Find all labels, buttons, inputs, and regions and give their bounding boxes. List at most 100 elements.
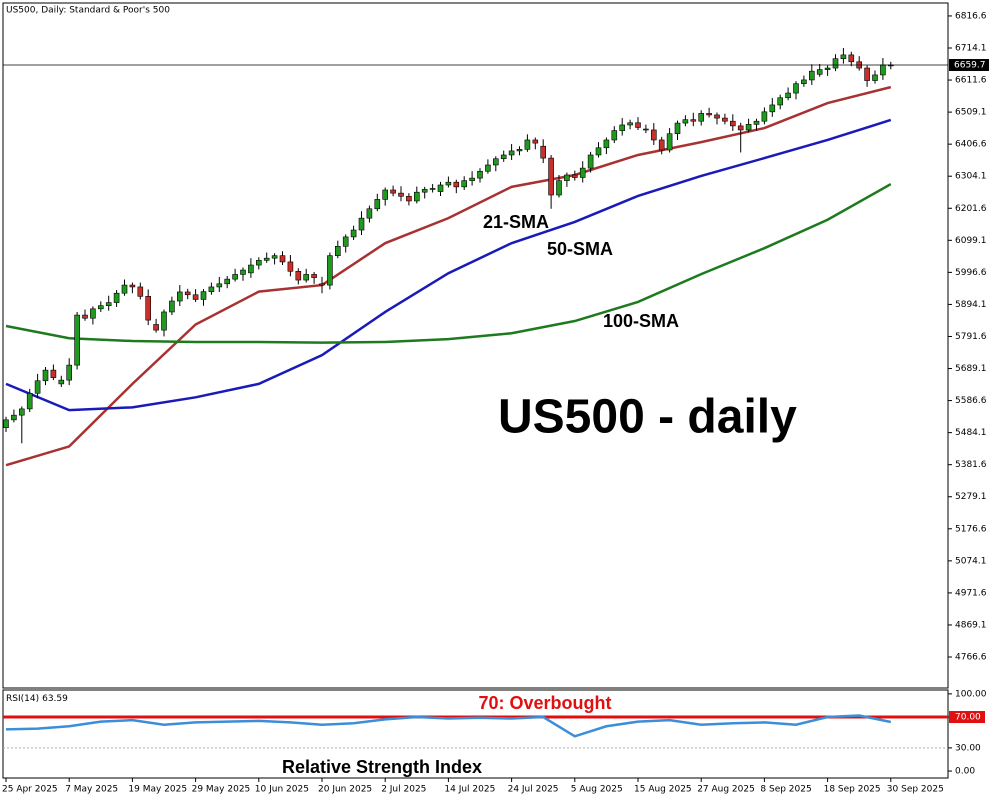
candle-body <box>785 92 791 99</box>
candle-body <box>334 245 341 256</box>
series-line <box>5 182 892 344</box>
x-tick-label: 8 Sep 2025 <box>760 785 811 795</box>
y-tick-label: 6201.6 <box>955 204 987 214</box>
candle-body <box>18 408 25 416</box>
chart-title: US500, Daily: Standard & Poor's 500 <box>6 6 170 16</box>
candle-body <box>824 67 831 70</box>
x-tick-label: 2 Jul 2025 <box>381 785 426 795</box>
candle-body <box>627 122 633 126</box>
candle-body <box>864 67 870 81</box>
candle-body <box>82 314 88 319</box>
candle-body <box>319 283 325 286</box>
rsi-title: RSI(14) 63.59 <box>6 694 68 704</box>
rsi-panel <box>2 689 949 779</box>
candle-body <box>469 177 475 181</box>
x-tick-label: 30 Sep 2025 <box>887 785 944 795</box>
rsi-name: RSI(14) <box>6 694 39 704</box>
candle-body <box>26 392 33 410</box>
candle-body <box>358 217 365 231</box>
candle-body <box>34 380 41 394</box>
candle-body <box>342 236 349 247</box>
y-tick-label: 5484.1 <box>955 428 987 438</box>
candle-body <box>271 255 278 259</box>
x-tick-label: 14 Jul 2025 <box>444 785 495 795</box>
candle-body <box>263 257 270 261</box>
rsi-value: 63.59 <box>42 694 68 704</box>
candle-body <box>777 97 784 106</box>
y-tick-label: 70.00 <box>955 713 981 723</box>
candle-body <box>722 117 728 122</box>
candle-body <box>643 128 649 131</box>
candle-body <box>184 291 191 296</box>
candle-body <box>327 255 333 286</box>
y-tick-label: 6406.6 <box>955 140 987 150</box>
candle-body <box>161 311 167 331</box>
candle-body <box>366 208 373 219</box>
candle-body <box>524 139 531 150</box>
candle-body <box>74 314 80 366</box>
y-tick-label: 30.00 <box>955 743 981 753</box>
y-tick-label: 4766.6 <box>955 653 987 663</box>
candle-body <box>216 283 223 288</box>
candle-body <box>872 74 878 81</box>
candle-body <box>619 124 626 131</box>
candle-body <box>398 192 404 197</box>
x-tick-label: 25 Apr 2025 <box>2 785 58 795</box>
candle-body <box>548 157 554 196</box>
candle-body <box>382 189 389 200</box>
series-line <box>5 85 892 467</box>
series-label: 21-SMA <box>483 212 549 232</box>
candle-body <box>421 189 428 193</box>
candle-body <box>571 174 578 178</box>
y-tick-label: 5586.6 <box>955 396 987 406</box>
candle-body <box>287 261 294 272</box>
y-tick-label: 6611.6 <box>955 76 987 86</box>
candle-body <box>295 271 302 281</box>
candle-body <box>461 180 468 188</box>
series-line <box>5 714 892 738</box>
candle-body <box>769 104 776 113</box>
candle-body <box>516 149 523 152</box>
candle-body <box>690 119 697 122</box>
candle-body <box>50 369 57 378</box>
candle-body <box>761 111 768 122</box>
candle-body <box>793 83 799 94</box>
candle-body <box>816 69 823 75</box>
y-tick-label: 0.00 <box>955 767 975 777</box>
candle-body <box>611 130 618 141</box>
candle-body <box>587 154 594 169</box>
candle-body <box>556 180 562 196</box>
candle-body <box>3 419 9 428</box>
y-tick-label: 5894.1 <box>955 300 987 310</box>
candle-body <box>745 124 752 131</box>
candle-body <box>390 189 396 194</box>
candle-body <box>413 191 420 202</box>
x-tick-label: 29 May 2025 <box>192 785 251 795</box>
candle-body <box>485 164 491 172</box>
candle-body <box>500 154 507 160</box>
x-tick-label: 10 Jun 2025 <box>255 785 309 795</box>
candle-body <box>66 364 72 381</box>
candle-body <box>477 170 483 179</box>
y-tick-label: 5381.6 <box>955 460 987 470</box>
candle-body <box>564 174 570 181</box>
candle-body <box>706 113 712 116</box>
y-tick-label: 6509.1 <box>955 108 987 118</box>
candle-body <box>169 300 175 313</box>
candle-body <box>11 414 17 421</box>
candle-body <box>145 296 151 321</box>
series-line <box>5 118 892 412</box>
candle-body <box>429 188 436 190</box>
candle-body <box>729 120 736 127</box>
candle-body <box>666 133 673 151</box>
candle-body <box>58 379 65 385</box>
level-label: 70: Overbought <box>478 693 611 713</box>
candle-body <box>492 158 499 166</box>
y-tick-label-box <box>949 711 985 724</box>
candle-body <box>121 284 128 294</box>
candle-body <box>232 274 238 280</box>
candle-body <box>208 286 215 292</box>
series-label: 100-SMA <box>603 311 679 331</box>
series-label: 50-SMA <box>547 239 613 259</box>
